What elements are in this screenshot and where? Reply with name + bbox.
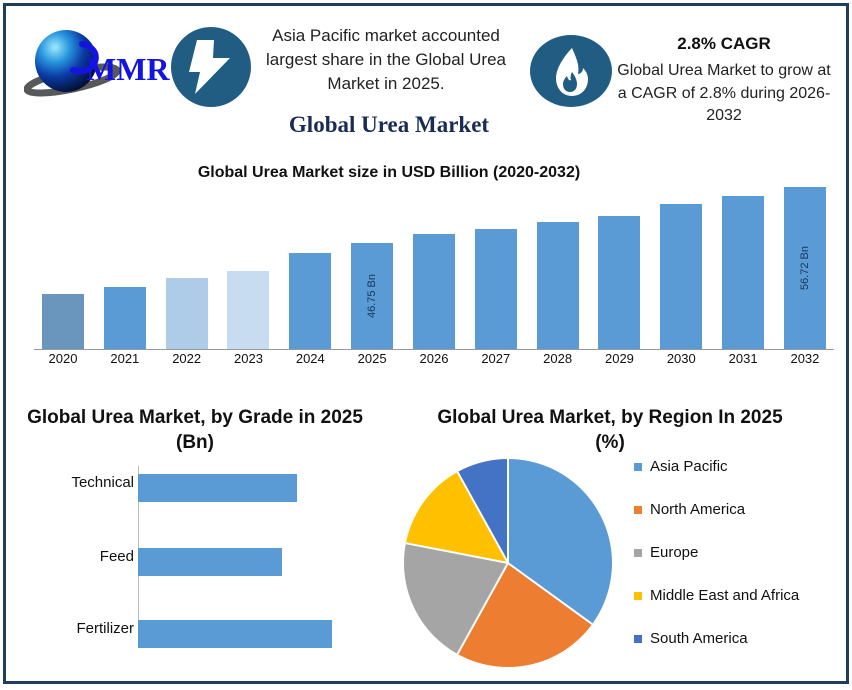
svg-text:MMR: MMR (86, 51, 170, 87)
